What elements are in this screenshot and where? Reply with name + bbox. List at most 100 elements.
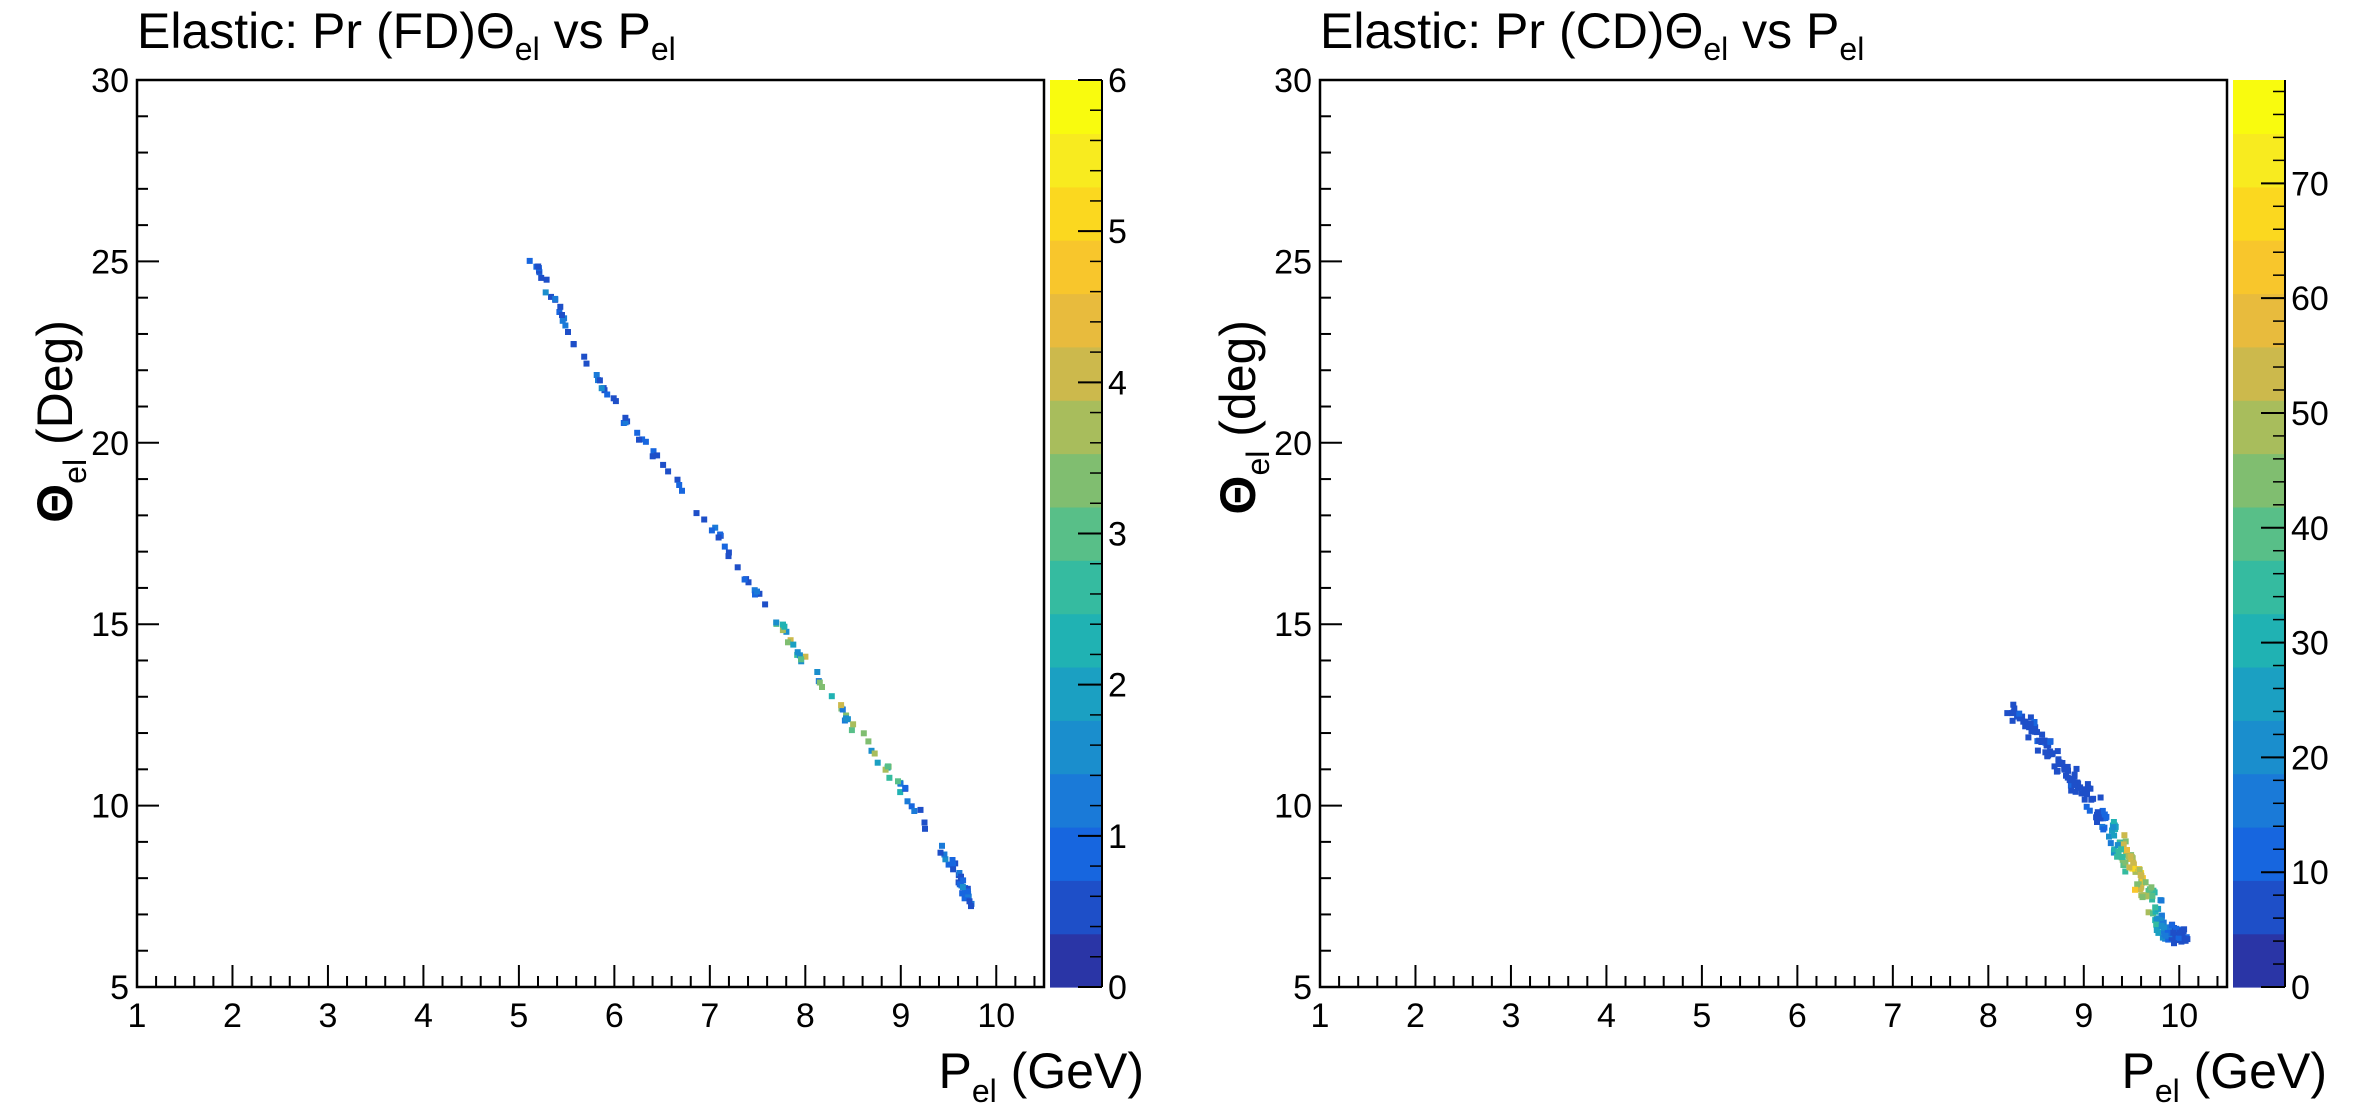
- heatmap-bin: [963, 894, 970, 901]
- heatmap-bin: [622, 419, 629, 426]
- color-bar-segment: [1050, 613, 1102, 668]
- heatmap-bin: [850, 721, 857, 728]
- heatmap-cells: [2004, 701, 2191, 947]
- heatmap-bin: [552, 295, 559, 302]
- heatmap-bin: [2027, 720, 2034, 727]
- heatmap-bin: [2071, 782, 2078, 789]
- heatmap-bin: [942, 856, 949, 863]
- y-axis: 5 10 15 20 25 30: [1274, 62, 1342, 1007]
- heatmap-bin: [816, 679, 823, 686]
- heatmap-bin: [2132, 886, 2138, 893]
- heatmap-bin: [895, 778, 901, 785]
- heatmap-bin: [561, 315, 568, 322]
- heatmap-bin: [650, 448, 657, 455]
- heatmap-bin: [964, 888, 971, 895]
- color-bar-segment: [1050, 453, 1102, 508]
- color-bar-segment: [1050, 186, 1102, 241]
- heatmap-bin: [781, 623, 788, 630]
- heatmap-bin: [721, 543, 728, 550]
- heatmap-bin: [2168, 922, 2175, 929]
- heatmap-bin: [542, 289, 549, 296]
- heatmap-bin: [790, 641, 797, 648]
- heatmap-bin: [2054, 768, 2061, 774]
- heatmap-bin: [2074, 784, 2081, 791]
- y-tick-label: 10: [1274, 788, 1312, 826]
- heatmap-bin: [2144, 892, 2151, 899]
- axis-title-text: P: [2121, 1043, 2154, 1099]
- x-tick-label: 4: [1597, 997, 1616, 1035]
- heatmap-bin: [908, 803, 915, 810]
- heatmap-bin: [2094, 819, 2100, 825]
- heatmap-bin: [2132, 868, 2139, 875]
- heatmap-bin: [2181, 926, 2188, 933]
- heatmap-bin: [902, 784, 909, 791]
- color-bar-segment: [2233, 186, 2285, 241]
- heatmap-bin: [725, 549, 732, 556]
- x-tick-label: 9: [2074, 997, 2093, 1035]
- color-bar-tick-label: 5: [1108, 213, 1127, 251]
- color-bar-segment: [1050, 346, 1102, 401]
- heatmap-bin: [593, 372, 600, 378]
- heatmap-bin: [2049, 750, 2056, 757]
- axis-title-text: Θ: [1210, 476, 1266, 515]
- axis-title-text: (GeV): [2180, 1043, 2327, 1099]
- heatmap-bin: [538, 274, 545, 281]
- heatmap-bin: [2173, 925, 2180, 932]
- heatmap-bin: [741, 576, 748, 583]
- heatmap-bin: [939, 842, 945, 849]
- heatmap-bin: [2120, 841, 2127, 848]
- axis-title-subscript: el: [972, 1073, 997, 1108]
- x-axis: 1 2 3 4 5 6 7 8 9 10: [128, 965, 1036, 1035]
- heatmap-bin: [865, 738, 872, 745]
- heatmap-bin: [2026, 724, 2033, 731]
- color-bar-tick-label: 3: [1108, 516, 1127, 554]
- heatmap-bin: [2084, 781, 2091, 788]
- heatmap-bin: [2106, 833, 2112, 840]
- color-bar-segment: [2233, 720, 2285, 775]
- x-tick-label: 5: [509, 997, 528, 1035]
- color-bar-segment: [1050, 560, 1102, 615]
- heatmap-bin: [785, 639, 791, 646]
- heatmap-bin: [642, 438, 649, 445]
- color-bar: 0 1 2 3 4 5 6: [1050, 62, 1127, 1007]
- y-axis: 5 10 15 20 25 30: [91, 62, 159, 1007]
- heatmap-bin: [2068, 787, 2075, 794]
- heatmap-bin: [2097, 794, 2104, 801]
- axis-title-subscript: el: [2155, 1073, 2180, 1108]
- heatmap-bin: [535, 263, 542, 270]
- heatmap-bin: [2022, 718, 2029, 725]
- heatmap-bin: [773, 619, 780, 626]
- heatmap-bin: [2150, 887, 2157, 894]
- x-tick-label: 1: [1311, 997, 1330, 1035]
- heatmap-bin: [598, 385, 605, 392]
- color-bar-segment: [2233, 773, 2285, 828]
- heatmap-bin: [665, 468, 672, 475]
- x-axis-title: Pel (GeV): [938, 1043, 1144, 1108]
- heatmap-bin: [2068, 781, 2075, 788]
- y-tick-label: 15: [91, 606, 129, 644]
- x-axis-title: Pel (GeV): [2121, 1043, 2327, 1108]
- heatmap-bin: [649, 453, 656, 460]
- heatmap-bin: [708, 527, 715, 534]
- heatmap-bin: [779, 627, 786, 634]
- heatmap-bin: [2115, 848, 2122, 855]
- heatmap-bin: [2064, 766, 2071, 773]
- title-text: vs P: [1728, 3, 1839, 59]
- heatmap-bin: [802, 653, 809, 660]
- axis-title-subscript: el: [57, 459, 93, 484]
- color-bar-segment: [1050, 80, 1102, 134]
- x-tick-label: 2: [1406, 997, 1425, 1035]
- heatmap-bin: [2094, 809, 2101, 816]
- chart-title: Elastic: Pr (FD)Θel vs Pel: [137, 3, 676, 67]
- color-bar-segment: [1050, 293, 1102, 348]
- heatmap-bin: [2134, 881, 2141, 888]
- heatmap-bin: [871, 750, 878, 757]
- heatmap-bin: [886, 774, 893, 781]
- heatmap-bin: [2158, 922, 2165, 929]
- heatmap-bin: [562, 322, 569, 329]
- heatmap-bin: [543, 276, 550, 283]
- heatmap-bin: [2127, 853, 2134, 860]
- heatmap-bin: [838, 702, 845, 709]
- heatmap-bin: [2036, 737, 2043, 744]
- heatmap-bin: [2139, 894, 2146, 901]
